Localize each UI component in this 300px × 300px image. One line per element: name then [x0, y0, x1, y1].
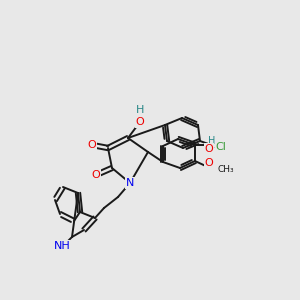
Text: H: H: [136, 105, 144, 115]
Text: Cl: Cl: [216, 142, 226, 152]
Text: O: O: [205, 158, 213, 168]
Text: O: O: [88, 140, 96, 150]
Text: O: O: [205, 144, 213, 154]
Text: NH: NH: [54, 241, 70, 251]
Text: N: N: [126, 178, 134, 188]
Text: O: O: [136, 117, 144, 127]
Text: H: H: [208, 136, 216, 146]
Text: O: O: [92, 170, 100, 180]
Text: CH₃: CH₃: [217, 164, 234, 173]
